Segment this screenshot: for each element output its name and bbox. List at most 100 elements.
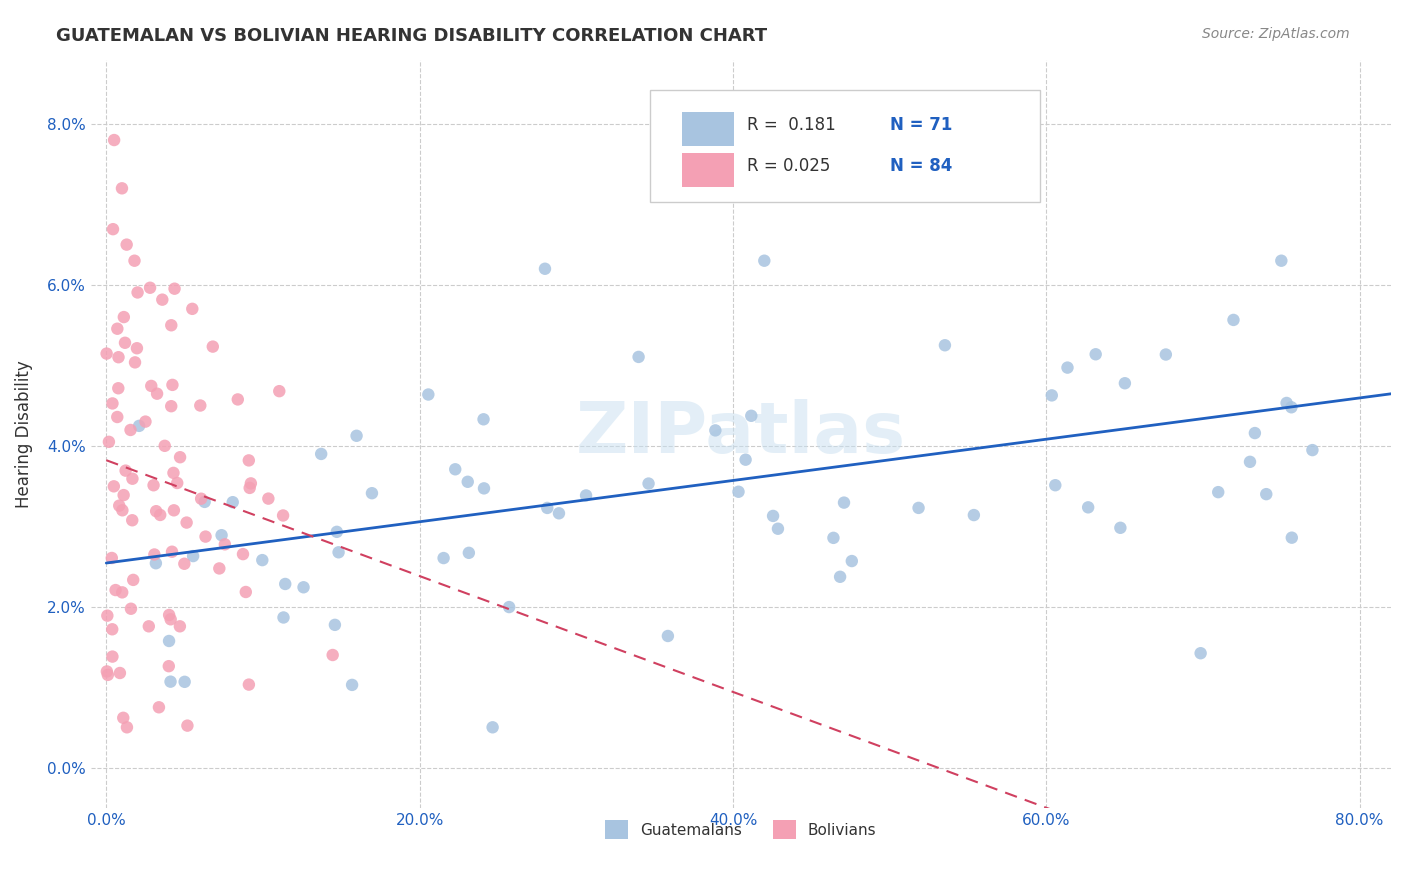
Point [107, 381, 129, 395]
Text: N = 84: N = 84 [890, 157, 953, 175]
Point [125, 341, 148, 355]
Point [148, 700, 170, 714]
Text: GUATEMALAN VS BOLIVIAN HEARING DISABILITY CORRELATION CHART: GUATEMALAN VS BOLIVIAN HEARING DISABILIT… [56, 27, 768, 45]
Point [1154, 347, 1177, 361]
Point [128, 418, 150, 433]
Point [150, 293, 173, 307]
Point [145, 556, 167, 570]
Point [138, 619, 160, 633]
Point [173, 674, 195, 689]
Point [139, 281, 162, 295]
Text: R =  0.181: R = 0.181 [748, 116, 837, 134]
Point [143, 548, 166, 562]
Point [1109, 521, 1132, 535]
Point [107, 350, 129, 364]
Text: ZIPatlas: ZIPatlas [575, 400, 905, 468]
Point [536, 500, 558, 515]
Point [108, 665, 131, 680]
Point [190, 491, 212, 506]
Point [762, 508, 785, 523]
Point [194, 495, 217, 509]
Point [226, 392, 249, 407]
Point [657, 629, 679, 643]
Point [472, 412, 495, 426]
Point [121, 472, 143, 486]
Point [1270, 253, 1292, 268]
Point [112, 488, 135, 502]
Point [252, 553, 274, 567]
Point [176, 718, 198, 732]
Point [907, 500, 929, 515]
Point [831, 173, 853, 187]
Point [101, 222, 124, 236]
Point [1222, 313, 1244, 327]
Point [120, 601, 142, 615]
Point [1239, 455, 1261, 469]
Point [238, 677, 260, 691]
Point [134, 415, 156, 429]
Point [208, 561, 231, 575]
Point [222, 495, 245, 509]
Point [269, 384, 291, 399]
Point [1301, 443, 1323, 458]
Point [163, 503, 186, 517]
Point [141, 379, 163, 393]
Point [157, 634, 180, 648]
Point [534, 261, 557, 276]
Point [214, 537, 236, 551]
Point [104, 583, 127, 598]
Point [292, 580, 315, 594]
Point [1275, 396, 1298, 410]
Point [114, 464, 136, 478]
Point [1256, 487, 1278, 501]
Point [457, 475, 479, 489]
Point [481, 720, 503, 734]
Point [142, 478, 165, 492]
Text: N = 71: N = 71 [890, 116, 953, 134]
FancyBboxPatch shape [650, 89, 1040, 202]
Point [157, 659, 180, 673]
Point [309, 447, 332, 461]
Point [575, 488, 598, 502]
Point [127, 285, 149, 300]
Point [120, 423, 142, 437]
Point [159, 612, 181, 626]
Point [444, 462, 467, 476]
Point [157, 607, 180, 622]
Point [101, 396, 124, 410]
Point [211, 528, 233, 542]
Point [188, 399, 211, 413]
Point [274, 577, 297, 591]
Point [160, 318, 183, 333]
Point [97, 668, 120, 682]
Point [1114, 376, 1136, 391]
Point [194, 530, 217, 544]
Point [114, 335, 136, 350]
Point [1077, 500, 1099, 515]
Point [740, 409, 762, 423]
Point [169, 619, 191, 633]
Point [734, 452, 756, 467]
Point [103, 479, 125, 493]
Point [846, 152, 869, 166]
Point [105, 322, 128, 336]
Point [96, 346, 118, 360]
Point [1084, 347, 1107, 361]
Point [145, 504, 167, 518]
Point [159, 674, 181, 689]
Point [1279, 401, 1302, 415]
Point [97, 434, 120, 449]
Point [457, 546, 479, 560]
Point [162, 466, 184, 480]
Point [963, 508, 986, 522]
Point [166, 475, 188, 490]
Point [101, 551, 124, 566]
Point [322, 648, 344, 662]
Point [340, 678, 363, 692]
Point [160, 399, 183, 413]
Y-axis label: Hearing Disability: Hearing Disability [15, 359, 32, 508]
Point [257, 491, 280, 506]
Point [433, 551, 456, 566]
Point [1281, 531, 1303, 545]
Text: R = 0.025: R = 0.025 [748, 157, 831, 175]
